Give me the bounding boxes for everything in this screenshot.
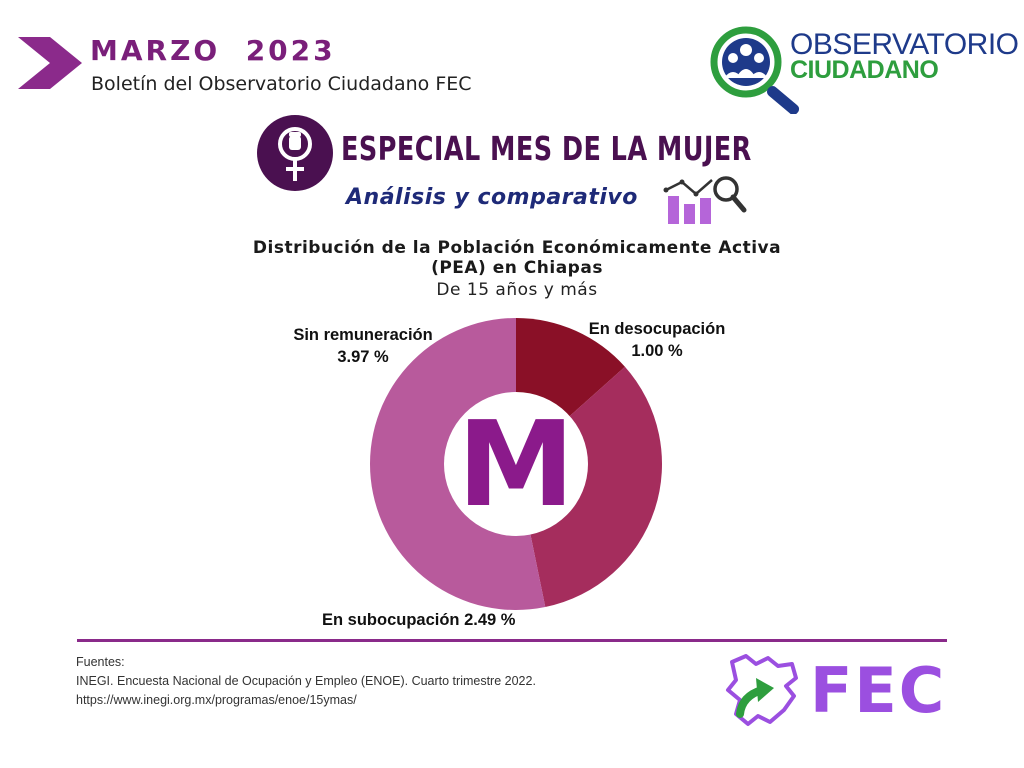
source-line-2: https://www.inegi.org.mx/programas/enoe/… [76, 693, 357, 707]
observatorio-magnifier-logo-icon [710, 26, 800, 114]
slice-value-sin-remuneracion: 3.97 % [337, 348, 389, 366]
ciudadano-wordmark: CIUDADANO [790, 56, 939, 84]
feminist-fist-icon [257, 115, 333, 191]
chart-subtitle: De 15 años y más [436, 280, 598, 300]
slice-name-desocupacion: En desocupación [588, 320, 726, 338]
footer-divider [77, 639, 947, 642]
chart-magnifier-icon [663, 176, 747, 224]
sources-block: Fuentes: INEGI. Encuesta Nacional de Ocu… [76, 653, 536, 710]
chiapas-map-arrow-icon [726, 654, 798, 726]
observatorio-wordmark: OBSERVATORIO [790, 28, 1019, 61]
special-title: ESPECIAL MES DE LA MUJER [341, 129, 752, 168]
donut-slice-en-subocupaci-n [516, 366, 662, 608]
header-subtitle: Boletín del Observatorio Ciudadano FEC [91, 73, 472, 95]
header-month-year: MARZO 2023 [90, 34, 336, 67]
analysis-subtitle: Análisis y comparativo [346, 185, 638, 210]
slice-label-desocupacion: En desocupación 1.00 % [582, 318, 732, 362]
fec-wordmark: FEC [810, 654, 947, 727]
slice-label-sin-remuneracion: Sin remuneración 3.97 % [285, 324, 441, 368]
slice-label-subocupacion: En subocupación 2.49 % [322, 611, 516, 629]
slice-value-desocupacion: 1.00 % [631, 342, 683, 360]
header-arrow-icon [18, 37, 82, 89]
sources-heading: Fuentes: [76, 655, 125, 669]
slice-name-sin-remuneracion: Sin remuneración [293, 326, 433, 344]
center-m-letter: M [457, 395, 574, 533]
source-line-1: INEGI. Encuesta Nacional de Ocupación y … [76, 674, 536, 688]
chart-title: Distribución de la Población Económicame… [252, 238, 782, 278]
pea-donut-chart: M [370, 318, 662, 610]
